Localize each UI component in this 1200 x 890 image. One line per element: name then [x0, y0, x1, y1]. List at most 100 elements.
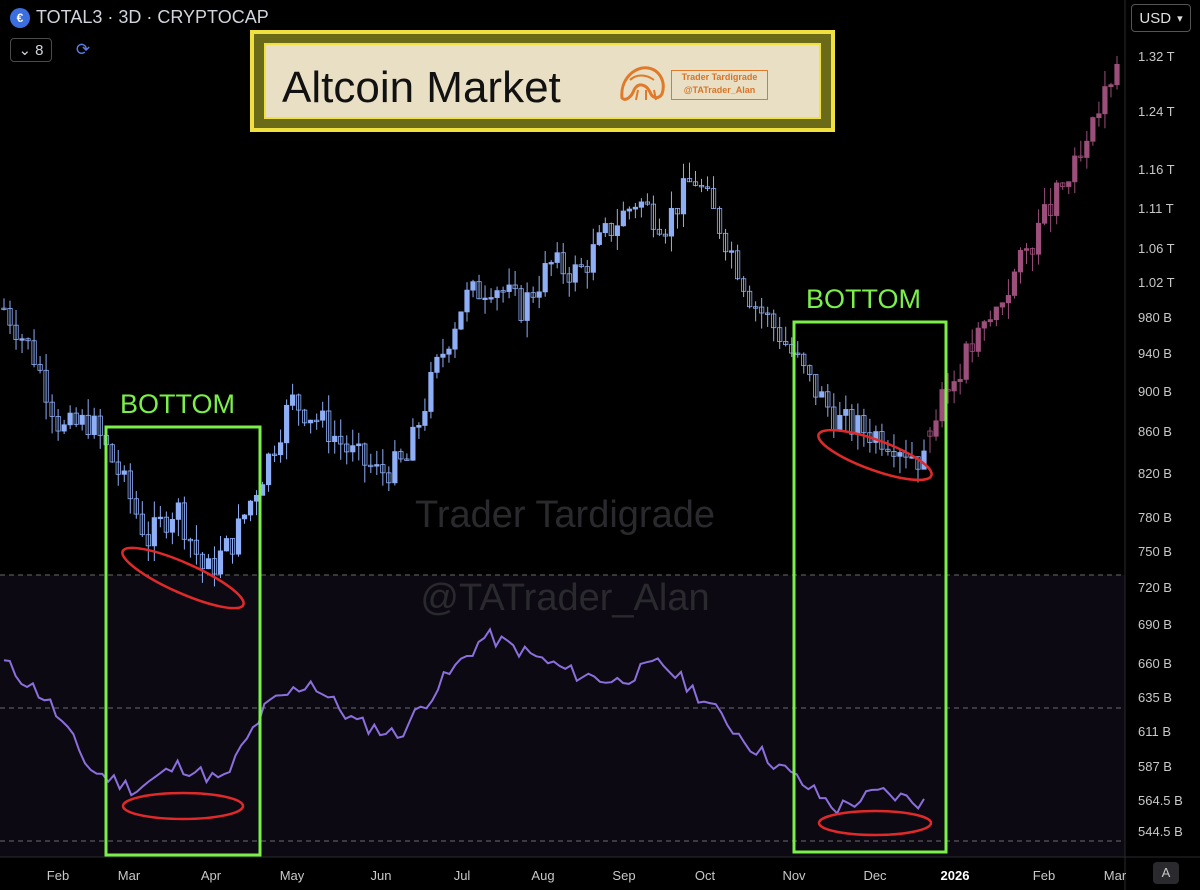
candle-body	[1108, 84, 1114, 88]
candle-body	[338, 435, 344, 445]
candle-body	[193, 539, 200, 555]
candle-body	[446, 348, 452, 355]
candle-body	[61, 424, 67, 432]
candle-body	[680, 178, 687, 215]
candle-body	[464, 289, 470, 313]
candle-body	[37, 364, 43, 371]
left-osc-ellipse	[121, 791, 245, 821]
right-price-ellipse	[817, 428, 933, 482]
candle-body	[632, 206, 638, 210]
auto-scale-button[interactable]: A	[1153, 862, 1179, 884]
price-axis[interactable]: 1.32 T 1.24 T 1.16 T 1.11 T 1.06 T 1.02 T 980 …	[1138, 49, 1183, 839]
candle-body	[620, 210, 626, 227]
candle-body	[79, 414, 85, 425]
sync-icon[interactable]: ⟳	[75, 40, 91, 59]
candle-body	[813, 374, 819, 398]
candle-body	[332, 435, 338, 442]
candle-body	[362, 443, 368, 466]
candle-body	[734, 250, 741, 280]
candle-body	[512, 284, 518, 290]
candle-body	[217, 550, 224, 575]
price-candles	[1, 162, 927, 587]
candle-body	[807, 365, 813, 375]
candle-body	[957, 378, 963, 382]
candle-body	[765, 312, 771, 315]
candle-body	[795, 352, 801, 355]
price-axis-tick: 900 B	[1138, 384, 1172, 399]
candle-body	[157, 516, 163, 520]
time-axis-tick: 2026	[941, 868, 970, 883]
candle-body	[25, 338, 31, 342]
candle-body	[284, 404, 290, 444]
candle-body	[747, 290, 753, 308]
candle-body	[506, 284, 512, 292]
candle-body	[428, 371, 434, 412]
candle-body	[181, 502, 187, 540]
price-axis-tick: 635 B	[1138, 690, 1172, 705]
symbol-header[interactable]: € TOTAL3 · 3D · CRYPTOCAP	[10, 7, 269, 28]
indicator-count: 8	[35, 41, 44, 59]
candle-body	[187, 538, 194, 542]
time-axis[interactable]: Feb Mar Apr May Jun Jul Aug Sep Oct Nov Dec 2026 Feb…	[47, 868, 1127, 883]
symbol-title: TOTAL3 · 3D · CRYPTOCAP	[36, 7, 269, 27]
watermark-line2: @TATrader_Alan	[420, 577, 709, 619]
candle-body	[43, 369, 49, 403]
candle-body	[494, 290, 500, 298]
candle-body	[115, 461, 121, 475]
price-axis-tick: 750 B	[1138, 544, 1172, 559]
candle-body	[608, 223, 614, 237]
candle-body	[452, 328, 458, 350]
candle-body	[380, 464, 386, 474]
candle-body	[704, 186, 711, 189]
candle-body	[933, 420, 939, 437]
candle-body	[843, 409, 849, 416]
candle-body	[368, 464, 374, 468]
right-bottom-box	[792, 320, 948, 854]
candle-body	[458, 311, 464, 330]
time-axis-tick: Nov	[782, 868, 806, 883]
candle-body	[488, 297, 494, 300]
candle-body	[121, 470, 127, 475]
candle-body	[590, 244, 596, 273]
currency-select[interactable]: USD ▾	[1131, 4, 1191, 32]
candle-body	[825, 391, 831, 408]
projection-candles	[927, 56, 1120, 453]
candle-body	[524, 292, 530, 321]
title-banner: Altcoin Market Trader Tardigrade @TATrad…	[250, 30, 835, 132]
candle-body	[722, 232, 729, 253]
candle-body	[1005, 295, 1012, 304]
candle-body	[404, 458, 410, 461]
candle-body	[686, 178, 693, 183]
candle-body	[211, 558, 218, 575]
indicator-collapse-button[interactable]: ⌄ 8	[10, 38, 52, 62]
right-osc-ellipse	[817, 809, 933, 837]
oscillator-pane	[0, 575, 1125, 857]
time-axis-tick: Dec	[863, 868, 887, 883]
candle-body	[626, 208, 632, 212]
candle-body	[741, 278, 747, 292]
candle-body	[13, 324, 19, 340]
candle-body	[710, 188, 717, 209]
candle-body	[1060, 182, 1066, 187]
left-bottom-box	[104, 425, 262, 857]
candle-body	[133, 498, 139, 515]
candle-body	[837, 414, 843, 431]
candle-body	[981, 321, 987, 329]
candle-body	[596, 232, 602, 245]
candle-body	[692, 181, 699, 186]
candle-body	[987, 319, 993, 323]
candle-body	[674, 207, 681, 215]
banner-inner: Altcoin Market Trader Tardigrade @TATrad…	[264, 43, 821, 119]
candle-body	[548, 262, 554, 265]
candle-body	[716, 208, 723, 234]
currency-label: USD	[1139, 9, 1172, 27]
candle-body	[638, 201, 644, 208]
candle-body	[296, 394, 302, 411]
tardigrade-logo-icon	[620, 66, 665, 101]
candle-body	[247, 500, 254, 516]
candle-body	[434, 356, 440, 373]
candle-body	[31, 340, 37, 365]
candle-body	[350, 445, 356, 453]
candle-body	[969, 343, 975, 352]
